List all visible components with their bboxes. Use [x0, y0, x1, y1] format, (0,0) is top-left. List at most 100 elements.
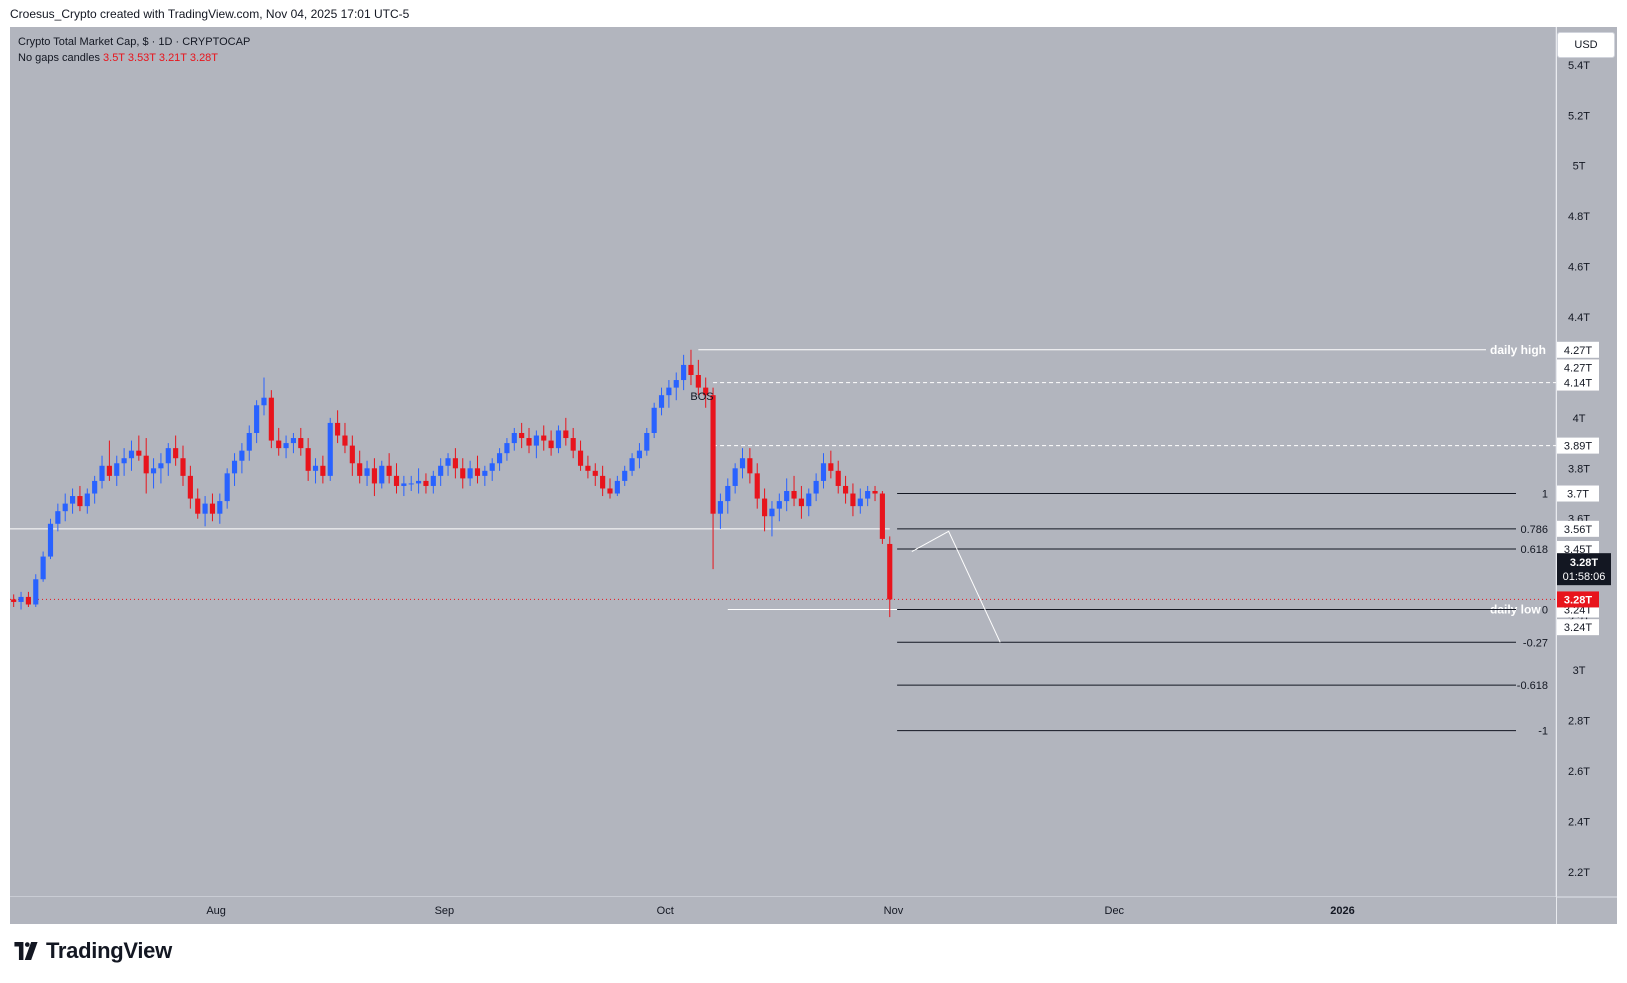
- price-tick-label: 4.8T: [1568, 211, 1590, 223]
- candle-body: [47, 523, 54, 557]
- candle: [600, 465, 606, 497]
- price-tick-label: 2.8T: [1568, 715, 1590, 727]
- candle: [555, 425, 562, 454]
- candle: [320, 455, 326, 484]
- tradingview-logo[interactable]: TradingView: [12, 938, 172, 964]
- candle: [254, 400, 260, 444]
- candle-body: [128, 450, 135, 459]
- candle-body: [828, 463, 834, 471]
- candle-body: [857, 498, 863, 507]
- price-tags-layer: 4.27T4.27T4.14T3.89T3.7T3.56T3.45T3.24T3…: [1557, 341, 1611, 636]
- candle: [114, 455, 120, 486]
- price-tick-label: 4.6T: [1568, 262, 1590, 274]
- candle-body: [548, 440, 554, 449]
- candle-body: [585, 465, 591, 471]
- candle: [69, 488, 76, 514]
- candle-body: [69, 496, 76, 504]
- price-tick-label: 4.4T: [1568, 312, 1590, 324]
- candle: [865, 485, 871, 507]
- symbol-title[interactable]: Crypto Total Market Cap, $ · 1D · CRYPTO…: [18, 36, 251, 48]
- candle: [158, 453, 164, 484]
- candle: [673, 372, 679, 401]
- candle-body: [526, 438, 532, 446]
- candle: [231, 453, 238, 486]
- candle-body: [600, 475, 606, 489]
- candle-body: [835, 470, 841, 486]
- candle-body: [865, 491, 871, 499]
- price-tick-label: 5T: [1573, 161, 1586, 173]
- candle-body: [769, 508, 775, 517]
- candle-body: [725, 485, 731, 502]
- candle-body: [482, 470, 488, 476]
- price-tag: 3.89T: [1557, 437, 1599, 454]
- candle: [879, 491, 885, 544]
- candle: [887, 536, 893, 618]
- level-label: daily high: [1490, 343, 1546, 357]
- price-tag-label: 4.14T: [1564, 378, 1592, 390]
- fib-level-label: -1: [1538, 726, 1548, 738]
- tradingview-brand: TradingView: [46, 938, 172, 963]
- candle: [835, 460, 841, 494]
- price-tag: 4.27T: [1557, 359, 1599, 376]
- candle-body: [136, 450, 142, 456]
- price-tick-label: 3T: [1573, 665, 1586, 677]
- time-tick-label: Sep: [435, 905, 455, 917]
- candle: [393, 463, 400, 494]
- fib-level-label: 0.786: [1520, 524, 1548, 536]
- candle-body: [820, 463, 827, 481]
- price-tick-label: 2.6T: [1568, 766, 1590, 778]
- price-tick-label: 2.4T: [1568, 816, 1590, 828]
- candle: [762, 488, 768, 532]
- candle: [430, 470, 436, 494]
- candle: [261, 377, 267, 416]
- candle: [195, 488, 201, 519]
- candle: [717, 493, 724, 529]
- candle-body: [791, 491, 797, 499]
- candle-body: [77, 496, 83, 507]
- candle-body: [762, 498, 768, 517]
- candle-body: [614, 480, 620, 494]
- candle-body: [408, 483, 414, 485]
- last-price-tag: 3.28T: [1557, 591, 1599, 608]
- candle: [474, 455, 481, 484]
- candle: [217, 493, 223, 524]
- candle-countdown: 01:58:06: [1563, 571, 1606, 583]
- candle-body: [842, 485, 849, 494]
- price-tag-label: 4.27T: [1564, 345, 1592, 357]
- candle: [47, 518, 54, 560]
- price-tag-bg: [1557, 619, 1599, 636]
- projection-arrow: [911, 530, 1001, 643]
- candle: [872, 485, 878, 502]
- candle-body: [180, 458, 186, 476]
- candle: [342, 422, 348, 454]
- candle-body: [195, 498, 201, 514]
- candle-body: [496, 453, 503, 464]
- candle-body: [18, 596, 24, 602]
- candle: [371, 458, 377, 497]
- candle: [268, 390, 274, 449]
- candle-body: [62, 503, 68, 512]
- candle: [224, 468, 230, 509]
- candle: [798, 485, 804, 519]
- candle: [607, 478, 613, 499]
- candle-body: [349, 445, 355, 464]
- candle-body: [747, 458, 753, 474]
- chart-legend[interactable]: Crypto Total Market Cap, $ · 1D · CRYPTO…: [18, 34, 250, 66]
- time-tick-label: Oct: [657, 905, 674, 917]
- price-tag-bg: [1557, 341, 1599, 358]
- currency-button[interactable]: USD: [1557, 32, 1615, 58]
- candle-body: [143, 455, 149, 474]
- price-tick-label: 5.2T: [1568, 110, 1590, 122]
- candle-body: [261, 397, 267, 406]
- candle: [577, 440, 584, 471]
- candle-body: [320, 465, 326, 476]
- chart-background: [10, 27, 1556, 924]
- indicator-row[interactable]: No gaps candles 3.5T 3.53T 3.21T 3.28T: [18, 50, 250, 66]
- candle-body: [209, 503, 216, 514]
- candle-body: [460, 468, 466, 479]
- candle: [298, 427, 304, 456]
- price-tag-label: 3.24T: [1564, 622, 1592, 634]
- candle: [636, 443, 643, 469]
- candle: [173, 435, 179, 466]
